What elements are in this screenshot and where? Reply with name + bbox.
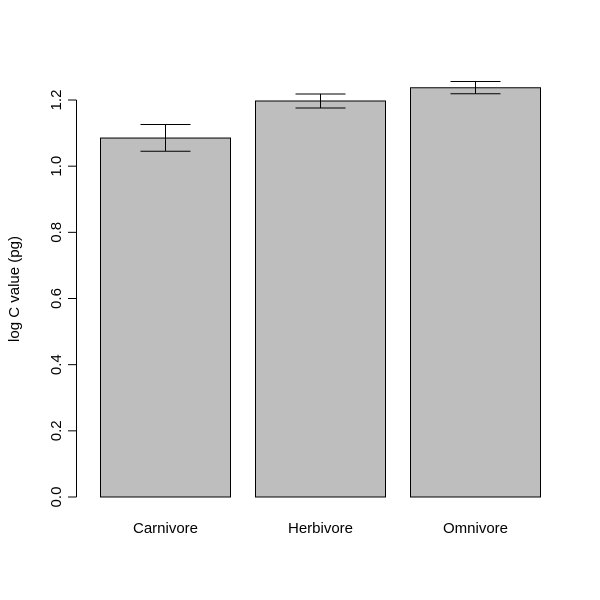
y-axis: 0.0 0.2 0.4 0.6 0.8 1.0 1.2 [48,90,77,508]
error-bar-herbivore [295,93,346,109]
y-tick-label: 0.4 [48,354,65,375]
bar-carnivore [100,137,231,498]
y-tick-label: 1.0 [48,156,65,177]
y-tick-label: 0.6 [48,288,65,309]
y-tick-label: 0.2 [48,420,65,441]
x-axis-labels: Carnivore Herbivore Omnivore [133,520,508,537]
error-bars-group [140,80,501,152]
y-tick-label: 0.8 [48,222,65,243]
y-axis-title: log C value (pg) [6,236,23,342]
error-bar-carnivore [140,123,191,152]
error-bar-omnivore [450,80,501,95]
y-tick-label: 0.0 [48,487,65,508]
x-tick-label-omnivore: Omnivore [443,520,508,537]
bar-herbivore [255,100,386,498]
y-tick-label: 1.2 [48,90,65,111]
x-tick-label-carnivore: Carnivore [133,520,198,537]
x-tick-label-herbivore: Herbivore [288,520,353,537]
bar-omnivore [410,87,541,498]
bars-group [100,87,541,498]
